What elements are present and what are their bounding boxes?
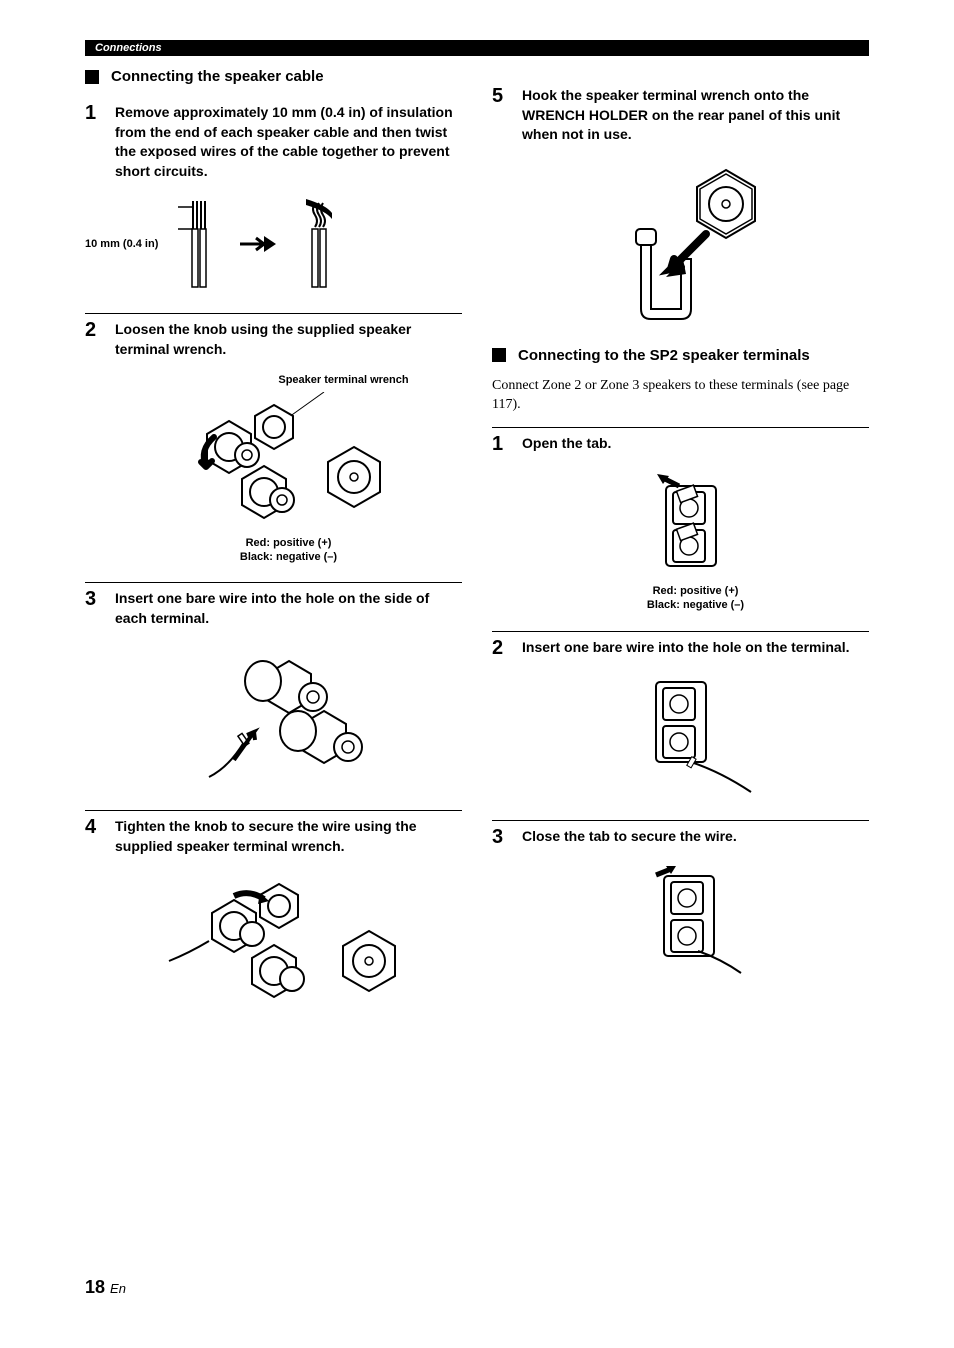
step-text: Insert one bare wire into the hole on th… [115, 589, 462, 628]
header-bar: Connections [85, 40, 869, 56]
open-tab-diagram: Red: positive (+) Black: negative (–) [522, 468, 869, 613]
sp2-step-2: 2 Insert one bare wire into the hole on … [492, 631, 869, 802]
step-number: 4 [85, 817, 101, 837]
insert-wire-diagram [115, 642, 462, 792]
bullet-icon [85, 70, 99, 84]
sp2-insert-wire-icon [621, 672, 771, 802]
section2-body: Connect Zone 2 or Zone 3 speakers to the… [492, 376, 869, 415]
step-text: Loosen the knob using the supplied speak… [115, 320, 462, 359]
knob-loosen-icon [174, 392, 404, 532]
wrench-label: Speaker terminal wrench [225, 374, 462, 386]
right-column: 5 Hook the speaker terminal wrench onto … [492, 68, 869, 1039]
bullet-icon [492, 348, 506, 362]
sp2-close-tab-diagram [522, 861, 869, 981]
step-text: Remove approximately 10 mm (0.4 in) of i… [115, 103, 462, 181]
step-number: 1 [492, 434, 508, 454]
page-num: 18 [85, 1277, 105, 1297]
sp2-step-1: 1 Open the tab. [492, 427, 869, 613]
page-lang: En [110, 1281, 126, 1296]
arrow-right-icon [238, 234, 278, 254]
red-positive-label: Red: positive (+) [115, 536, 462, 550]
tighten-knob-diagram [115, 871, 462, 1021]
step-text: Open the tab. [522, 434, 611, 454]
step-4: 4 Tighten the knob to secure the wire us… [85, 810, 462, 1020]
section-title-2: Connecting to the SP2 speaker terminals [492, 347, 869, 364]
sp2-insert-wire-diagram [522, 672, 869, 802]
insert-wire-icon [189, 642, 389, 792]
left-column: Connecting the speaker cable 1 Remove ap… [85, 68, 462, 1039]
step-text: Hook the speaker terminal wrench onto th… [522, 86, 869, 145]
step-number: 5 [492, 86, 508, 106]
wire-length-label: 10 mm (0.4 in) [85, 238, 158, 250]
step-number: 2 [492, 638, 508, 658]
step-2: 2 Loosen the knob using the supplied spe… [85, 313, 462, 564]
red-positive-label: Red: positive (+) [522, 584, 869, 598]
sp2-step-3: 3 Close the tab to secure the wire. [492, 820, 869, 981]
content-columns: Connecting the speaker cable 1 Remove ap… [85, 68, 869, 1039]
step-number: 2 [85, 320, 101, 340]
step-3: 3 Insert one bare wire into the hole on … [85, 582, 462, 792]
page-number: 18 En [85, 1277, 126, 1298]
sp2-terminal-icon [641, 468, 751, 578]
step-number: 3 [492, 827, 508, 847]
black-negative-label: Black: negative (–) [522, 598, 869, 612]
tighten-knob-icon [164, 871, 414, 1021]
step-number: 1 [85, 103, 101, 123]
section2-title: Connecting to the SP2 speaker terminals [518, 347, 810, 364]
step-5: 5 Hook the speaker terminal wrench onto … [492, 86, 869, 329]
wrench-holder-diagram [522, 159, 869, 329]
wire-strip-diagram: 10 mm (0.4 in) [85, 199, 462, 289]
black-negative-label: Black: negative (–) [115, 550, 462, 564]
wire-before-icon [178, 199, 218, 289]
section-title-1: Connecting the speaker cable [85, 68, 462, 85]
step-text: Insert one bare wire into the hole on th… [522, 638, 850, 658]
wrench-holder-icon [611, 159, 781, 329]
step-1: 1 Remove approximately 10 mm (0.4 in) of… [85, 103, 462, 289]
sp2-close-tab-icon [636, 861, 756, 981]
step-text: Close the tab to secure the wire. [522, 827, 737, 847]
step-number: 3 [85, 589, 101, 609]
step-text: Tighten the knob to secure the wire usin… [115, 817, 462, 856]
wire-after-icon [298, 199, 338, 289]
section1-title: Connecting the speaker cable [111, 68, 324, 85]
terminal-wrench-diagram: Speaker terminal wrench [115, 374, 462, 565]
header-text: Connections [95, 42, 162, 54]
